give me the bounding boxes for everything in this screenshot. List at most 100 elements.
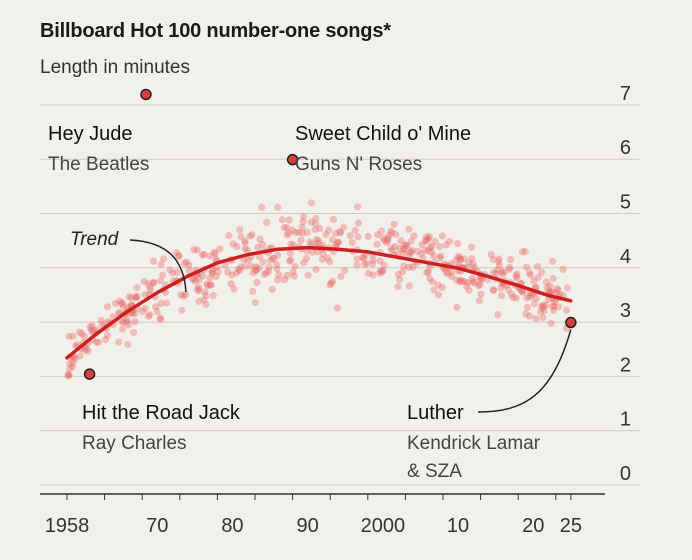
data-point: [133, 284, 141, 292]
data-point: [71, 355, 79, 363]
y-tick-label: 5: [620, 192, 631, 214]
data-point: [400, 249, 408, 257]
luther-artist: Kendrick Lamar: [407, 433, 541, 454]
data-point: [542, 278, 551, 286]
luther-point: [565, 316, 577, 329]
data-point: [289, 268, 297, 276]
data-point: [64, 372, 72, 380]
data-point: [513, 270, 521, 278]
data-point: [248, 231, 256, 239]
data-point: [227, 280, 235, 288]
data-point: [118, 325, 127, 333]
data-point: [237, 263, 245, 271]
data-point: [428, 242, 436, 250]
data-point: [281, 276, 289, 284]
data-point: [303, 228, 311, 236]
data-point: [377, 227, 386, 235]
data-point: [199, 272, 207, 280]
data-point: [243, 246, 251, 254]
data-point: [285, 229, 293, 237]
data-point: [280, 224, 288, 232]
data-point: [97, 317, 105, 325]
data-point: [202, 300, 210, 309]
data-point: [160, 255, 168, 263]
data-point: [340, 223, 348, 231]
data-point: [400, 245, 408, 253]
data-point: [144, 280, 152, 288]
data-point: [111, 299, 120, 307]
x-tick-label: 90: [297, 515, 319, 537]
data-point: [336, 228, 344, 236]
data-point: [249, 287, 257, 295]
data-point: [304, 271, 312, 279]
data-point: [422, 233, 430, 241]
x-tick-label: 10: [447, 515, 469, 537]
data-point: [69, 359, 77, 367]
data-point: [206, 274, 214, 282]
data-point: [130, 329, 138, 337]
data-point: [233, 243, 241, 251]
data-point: [254, 243, 262, 251]
data-point: [406, 248, 414, 256]
data-point: [156, 277, 164, 285]
data-point: [424, 247, 432, 255]
data-point: [418, 241, 426, 249]
data-point: [306, 238, 314, 246]
data-point: [551, 298, 559, 306]
data-point: [204, 282, 212, 290]
data-point: [299, 229, 307, 237]
data-point: [549, 257, 557, 265]
data-point: [224, 268, 232, 276]
data-point: [477, 276, 485, 284]
data-point: [94, 338, 103, 346]
data-point: [255, 264, 263, 272]
data-point: [115, 338, 123, 346]
data-point: [251, 299, 259, 307]
data-point: [286, 249, 294, 257]
data-point: [401, 241, 409, 249]
data-point: [465, 286, 473, 294]
data-point: [348, 239, 356, 247]
data-point: [311, 226, 319, 234]
data-point: [157, 260, 165, 268]
hey-jude-artist: The Beatles: [48, 154, 149, 175]
data-point: [297, 236, 305, 244]
data-point: [374, 231, 382, 239]
data-point: [272, 260, 280, 268]
data-point: [396, 244, 404, 253]
data-point: [494, 258, 502, 266]
data-point: [523, 303, 532, 311]
data-point: [399, 268, 407, 276]
data-point: [334, 238, 343, 246]
data-point: [549, 303, 557, 311]
x-tick-label: 1958: [45, 515, 90, 537]
data-point: [141, 304, 149, 313]
y-tick-label: 1: [620, 409, 631, 431]
data-point: [209, 266, 217, 274]
data-point: [438, 283, 446, 291]
data-point: [397, 237, 405, 245]
data-point: [387, 227, 395, 235]
data-point: [329, 277, 337, 285]
chart-subtitle: Length in minutes: [40, 57, 190, 78]
data-point: [353, 261, 361, 269]
annotations: Hey Jude The Beatles Sweet Child o' Mine Gu…: [48, 88, 577, 482]
data-point: [125, 293, 133, 301]
data-point: [180, 292, 188, 300]
data-point: [80, 333, 88, 341]
data-point: [532, 295, 540, 303]
data-point: [507, 256, 515, 264]
data-point: [369, 271, 377, 279]
data-point: [379, 234, 387, 242]
data-point: [547, 319, 555, 327]
data-point: [82, 345, 90, 353]
data-point: [405, 225, 413, 233]
y-tick-label: 4: [620, 246, 631, 268]
data-point: [528, 291, 536, 299]
data-point: [270, 254, 278, 262]
data-point: [232, 269, 240, 277]
data-point: [313, 248, 322, 256]
data-point: [436, 242, 444, 251]
data-point: [426, 275, 434, 283]
